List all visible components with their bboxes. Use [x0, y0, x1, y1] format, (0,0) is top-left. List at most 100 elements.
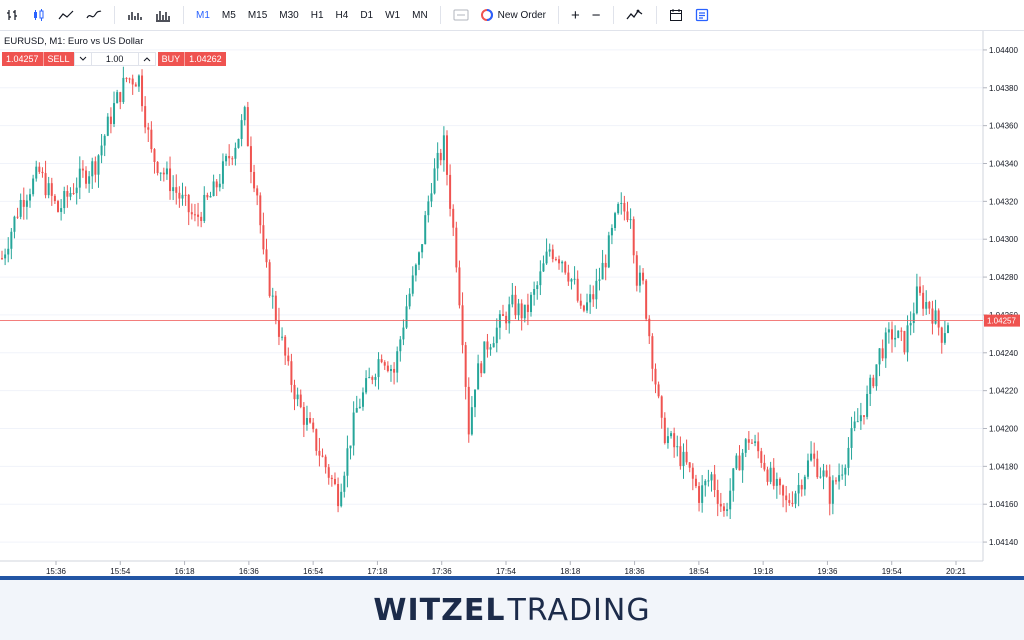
time-tick-label: 16:36	[239, 567, 260, 576]
chevron-down-icon[interactable]	[73, 52, 92, 66]
price-axis[interactable]: 1.04400 1.04380 1.04360 1.04340 1.04320 1.043…	[982, 31, 1024, 576]
candle-body	[763, 462, 766, 470]
timeframe-m15[interactable]: M15	[247, 9, 268, 21]
candle-body	[520, 303, 523, 319]
chevron-up-icon[interactable]	[137, 52, 156, 66]
candle-body	[240, 120, 243, 139]
time-tick-label: 18:36	[625, 567, 646, 576]
timeframe-mn[interactable]: MN	[412, 9, 428, 21]
line-chart-icon[interactable]	[80, 0, 108, 30]
candle-body	[607, 235, 610, 268]
candle-body	[632, 219, 635, 256]
area-chart-icon[interactable]	[52, 0, 80, 30]
price-chart[interactable]: 1.04400 1.04380 1.04360 1.04340 1.04320 1.043…	[0, 31, 1024, 576]
candle-body	[545, 251, 548, 264]
volume-icon[interactable]	[121, 0, 149, 30]
calendar-icon[interactable]	[663, 0, 689, 30]
candle-body	[309, 418, 312, 423]
timeframe-d1[interactable]: D1	[360, 9, 374, 21]
candle-body	[554, 259, 557, 261]
current-price-tag	[984, 314, 1020, 327]
sell-button[interactable]: SELL	[42, 52, 74, 66]
timeframe-m5[interactable]: M5	[221, 9, 236, 21]
indicator-icon[interactable]	[620, 0, 650, 30]
time-axis[interactable]: 15:36 15:54 16:18 16:36 16:54 17:18 17:36 17:54…	[0, 560, 983, 576]
candle-body	[890, 329, 893, 340]
sell-price[interactable]: 1.04257	[2, 52, 43, 66]
timeframe-h4[interactable]: H4	[335, 9, 349, 21]
candle-body	[134, 84, 137, 87]
candle-body	[153, 149, 156, 162]
candle-body	[221, 161, 224, 184]
candle-body	[548, 249, 551, 252]
zoom-out-button[interactable]: −	[591, 6, 601, 24]
candle-body	[791, 502, 794, 504]
candle-body	[747, 439, 750, 443]
candle-body	[698, 486, 701, 503]
candle-body	[100, 145, 103, 156]
candle-body	[825, 470, 828, 477]
buy-price[interactable]: 1.04262	[184, 52, 226, 66]
time-tick-label: 17:36	[432, 567, 453, 576]
candle-body	[841, 474, 844, 476]
one-click-trading-icon[interactable]	[447, 0, 475, 30]
candle-body	[178, 192, 181, 199]
candle-body	[296, 394, 299, 400]
candle-body	[464, 345, 467, 387]
time-tick-label: 17:18	[367, 567, 388, 576]
candle-body	[103, 135, 106, 146]
time-tick-label: 19:54	[882, 567, 903, 576]
candle-body	[318, 450, 321, 456]
quantity-input[interactable]: 1.00	[91, 52, 138, 66]
candle-body	[293, 384, 296, 400]
timeframe-m30[interactable]: M30	[279, 9, 299, 21]
candle-body	[579, 300, 582, 306]
candle-body	[405, 306, 408, 328]
bar-chart-icon[interactable]	[0, 0, 26, 30]
candle-body	[884, 332, 887, 359]
candle-body	[785, 495, 788, 501]
candle-body	[887, 329, 890, 333]
buy-button[interactable]: BUY	[157, 52, 185, 66]
candle-body	[467, 386, 470, 435]
candle-body	[358, 406, 361, 408]
candle-body	[900, 330, 903, 332]
candlestick-icon[interactable]	[26, 0, 52, 30]
timeframe-m1[interactable]: M1	[196, 9, 210, 21]
candle-body	[542, 263, 545, 272]
logo-light-text: TRADING	[507, 592, 651, 628]
candle-body	[707, 480, 710, 482]
candle-body	[343, 475, 346, 492]
candle-body	[439, 152, 442, 161]
candle-body	[716, 490, 719, 504]
candle-body	[106, 116, 109, 136]
candle-body	[850, 428, 853, 448]
candle-body	[732, 468, 735, 491]
candle-body	[533, 289, 536, 295]
candle-body	[626, 211, 629, 221]
top-toolbar: M1 M5 M15 M30 H1 H4 D1 W1 MN New Order + −	[0, 0, 1024, 31]
candle-body	[374, 377, 377, 380]
candle-body	[442, 135, 445, 161]
price-tick-label: 1.04340	[989, 160, 1018, 169]
candles	[1, 66, 949, 520]
templates-icon[interactable]	[689, 0, 715, 30]
candle-body	[822, 470, 825, 477]
candle-body	[231, 158, 234, 160]
chart-symbol-title: EURUSD, M1: Euro vs US Dollar	[4, 36, 144, 47]
candle-body	[7, 248, 10, 255]
timeframe-w1[interactable]: W1	[385, 9, 401, 21]
price-tick-label: 1.04280	[989, 273, 1018, 282]
time-tick-label: 15:36	[46, 567, 67, 576]
indicators-bars-icon[interactable]	[149, 0, 177, 30]
zoom-in-button[interactable]: +	[571, 6, 580, 24]
candle-body	[564, 261, 567, 273]
candle-body	[610, 227, 613, 236]
candle-body	[324, 456, 327, 468]
candle-body	[271, 295, 274, 297]
timeframe-h1[interactable]: H1	[310, 9, 324, 21]
candle-body	[853, 421, 856, 429]
candle-body	[931, 308, 934, 324]
candle-body	[766, 469, 769, 482]
new-order-button[interactable]: New Order	[475, 0, 552, 30]
